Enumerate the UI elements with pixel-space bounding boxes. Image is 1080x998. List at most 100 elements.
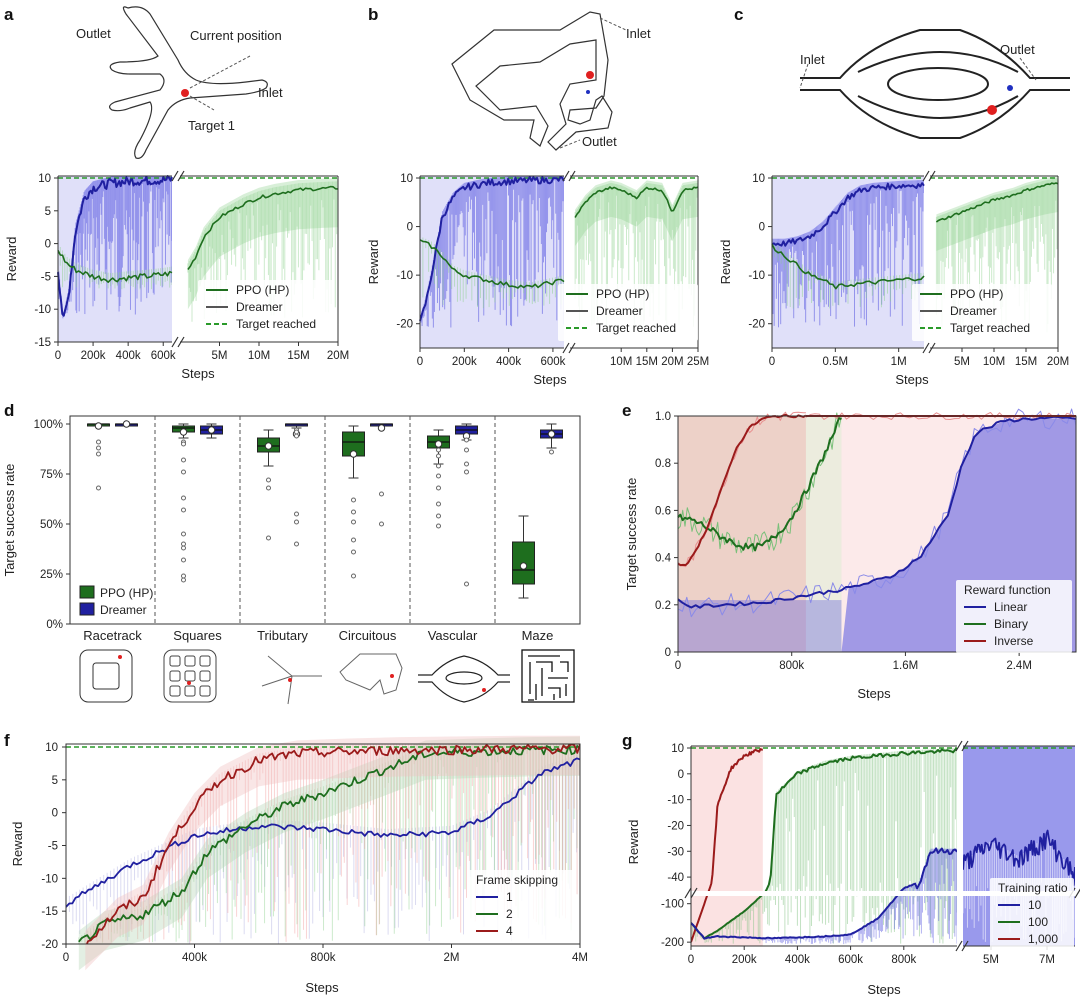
outlier-point	[96, 485, 101, 491]
y-tick-label: -15	[34, 337, 51, 349]
y-axis-label: Reward	[718, 240, 733, 285]
panel-label-e: e	[622, 401, 631, 420]
x-tick-label: 15M	[636, 356, 658, 368]
y-tick-label: 0.2	[655, 600, 671, 612]
outlier-point	[181, 457, 186, 463]
legend-title: Training ratio	[998, 881, 1068, 895]
annotation-outlet: Outlet	[1000, 42, 1035, 57]
box-mean	[207, 426, 216, 434]
y-tick-label: -20	[748, 319, 765, 331]
outlier-point	[351, 509, 356, 515]
outlier-point	[294, 429, 299, 435]
box-mean	[377, 424, 386, 432]
axis-break-mark	[171, 170, 179, 182]
ratio1000-line	[691, 748, 763, 943]
y-tick-label: 0.6	[655, 505, 671, 517]
outlier-point	[181, 545, 186, 551]
outlier-point	[464, 461, 469, 467]
legend-label: 10	[1028, 898, 1042, 912]
outlier-point	[436, 501, 441, 507]
y-tick-label: -30	[667, 846, 684, 858]
x-tick-label: 200k	[732, 954, 757, 966]
axis-break-mark	[562, 170, 570, 182]
y-tick-label: 0	[665, 647, 671, 659]
y-tick-label: 0	[678, 769, 684, 781]
y-tick-label: -20	[41, 939, 58, 951]
panel-label-c: c	[734, 5, 743, 24]
legend-box	[198, 280, 334, 337]
ratio100-line	[691, 747, 957, 940]
axis-break-mark	[177, 170, 185, 182]
outlier-point	[436, 513, 441, 519]
legend-box	[558, 284, 698, 341]
x-tick-label: 600k	[540, 356, 565, 368]
outlier-point	[181, 507, 186, 513]
x-tick-label: 15M	[287, 350, 309, 362]
x-tick-label: 0	[63, 952, 69, 964]
y-tick-label: -10	[396, 270, 413, 282]
x-tick-label: 2.4M	[1006, 660, 1032, 672]
x-tick-label: 20M	[1047, 356, 1069, 368]
y-tick-label: 5	[45, 206, 51, 218]
x-tick-label: 0	[417, 356, 423, 368]
y-tick-label: 0.4	[655, 553, 672, 565]
box-mean	[547, 430, 556, 438]
annotation-leader	[189, 55, 251, 89]
x-axis-label: Steps	[867, 982, 901, 997]
outlier-point	[181, 577, 186, 583]
category-label: Maze	[522, 628, 554, 643]
x-axis-label: Steps	[305, 980, 339, 995]
legend-box	[990, 878, 1074, 951]
y-tick-label: 5	[52, 775, 58, 787]
axis-break-mark	[171, 336, 179, 348]
x-tick-label: 4M	[572, 952, 588, 964]
ppo-variance	[772, 241, 924, 309]
x-tick-label: 1.6M	[893, 660, 919, 672]
annotation-leader	[1019, 57, 1037, 81]
axis-break-mark	[1074, 888, 1080, 899]
ratio100-variance	[691, 748, 957, 944]
annotation-inlet: Inlet	[800, 52, 825, 67]
legend-label: Dreamer	[100, 603, 147, 617]
legend-box	[912, 284, 1052, 341]
box-mean	[179, 428, 188, 436]
box-mean	[434, 440, 443, 448]
x-tick-label: 400k	[182, 952, 207, 964]
x-tick-label: 10M	[610, 356, 632, 368]
chart-c: 10 0 -10 -20 0 0.5M 1M 5M 10M 15M 20M Reward Steps PP…	[718, 170, 1069, 387]
x-tick-label: 800k	[779, 660, 804, 672]
outlier-point	[436, 463, 441, 469]
outlier-point	[351, 537, 356, 543]
dreamer-variance	[772, 179, 924, 328]
outlier-point	[266, 477, 271, 483]
x-axis-label: Steps	[857, 686, 891, 701]
plot-frame	[677, 415, 1077, 653]
outlier-point	[464, 581, 469, 587]
axis-break-mark	[961, 940, 969, 952]
axis-break-mark	[928, 170, 936, 182]
panel-label-b: b	[368, 5, 378, 24]
ratio1000-region	[691, 746, 763, 946]
outlier-point	[464, 469, 469, 475]
axis-break-mark	[922, 170, 930, 182]
outlier-point	[464, 447, 469, 453]
outlier-point	[181, 557, 186, 563]
annotation-leader	[559, 139, 581, 149]
box-mean	[122, 420, 131, 428]
x-tick-label: 0	[675, 660, 681, 672]
y-tick-label: -10	[748, 270, 765, 282]
axis-break-mark	[684, 887, 692, 899]
legend-label: Target reached	[596, 321, 676, 335]
thumbnail-racetrack	[79, 649, 133, 703]
annotation-current-position: Current position	[190, 28, 282, 43]
y-tick-label: 10	[400, 173, 413, 185]
ppo-band	[575, 180, 698, 246]
x-tick-label: 0	[55, 350, 61, 362]
current-position-marker	[586, 71, 594, 79]
outlier-point	[436, 485, 441, 491]
legend-label: 1	[506, 890, 513, 904]
legend-box	[468, 870, 574, 943]
linear-line	[677, 415, 1077, 609]
target-marker	[1007, 85, 1013, 91]
category-label: Squares	[173, 628, 222, 643]
